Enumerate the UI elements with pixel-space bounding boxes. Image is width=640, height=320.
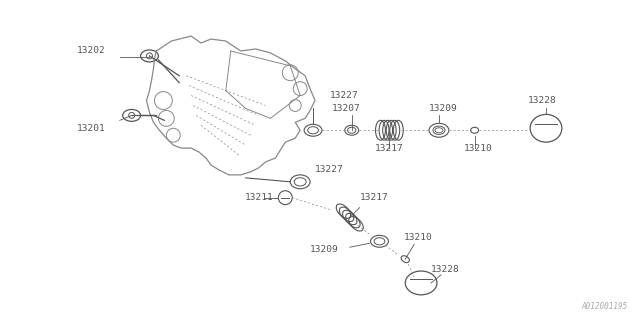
Text: 13217: 13217 — [360, 193, 388, 202]
Text: 13228: 13228 — [528, 96, 557, 105]
Text: 13228: 13228 — [431, 265, 460, 274]
Text: 13211: 13211 — [244, 193, 273, 202]
Text: 13217: 13217 — [374, 144, 403, 153]
Text: A012001195: A012001195 — [581, 302, 627, 311]
Text: 13210: 13210 — [464, 144, 493, 153]
Text: 13201: 13201 — [77, 124, 106, 133]
Text: 13227: 13227 — [330, 91, 358, 100]
Text: 13209: 13209 — [429, 104, 458, 113]
Text: 13209: 13209 — [310, 245, 339, 254]
Text: 13207: 13207 — [332, 104, 361, 113]
Text: 13210: 13210 — [404, 233, 433, 242]
Text: 13202: 13202 — [77, 46, 106, 55]
Text: 13227: 13227 — [315, 165, 344, 174]
